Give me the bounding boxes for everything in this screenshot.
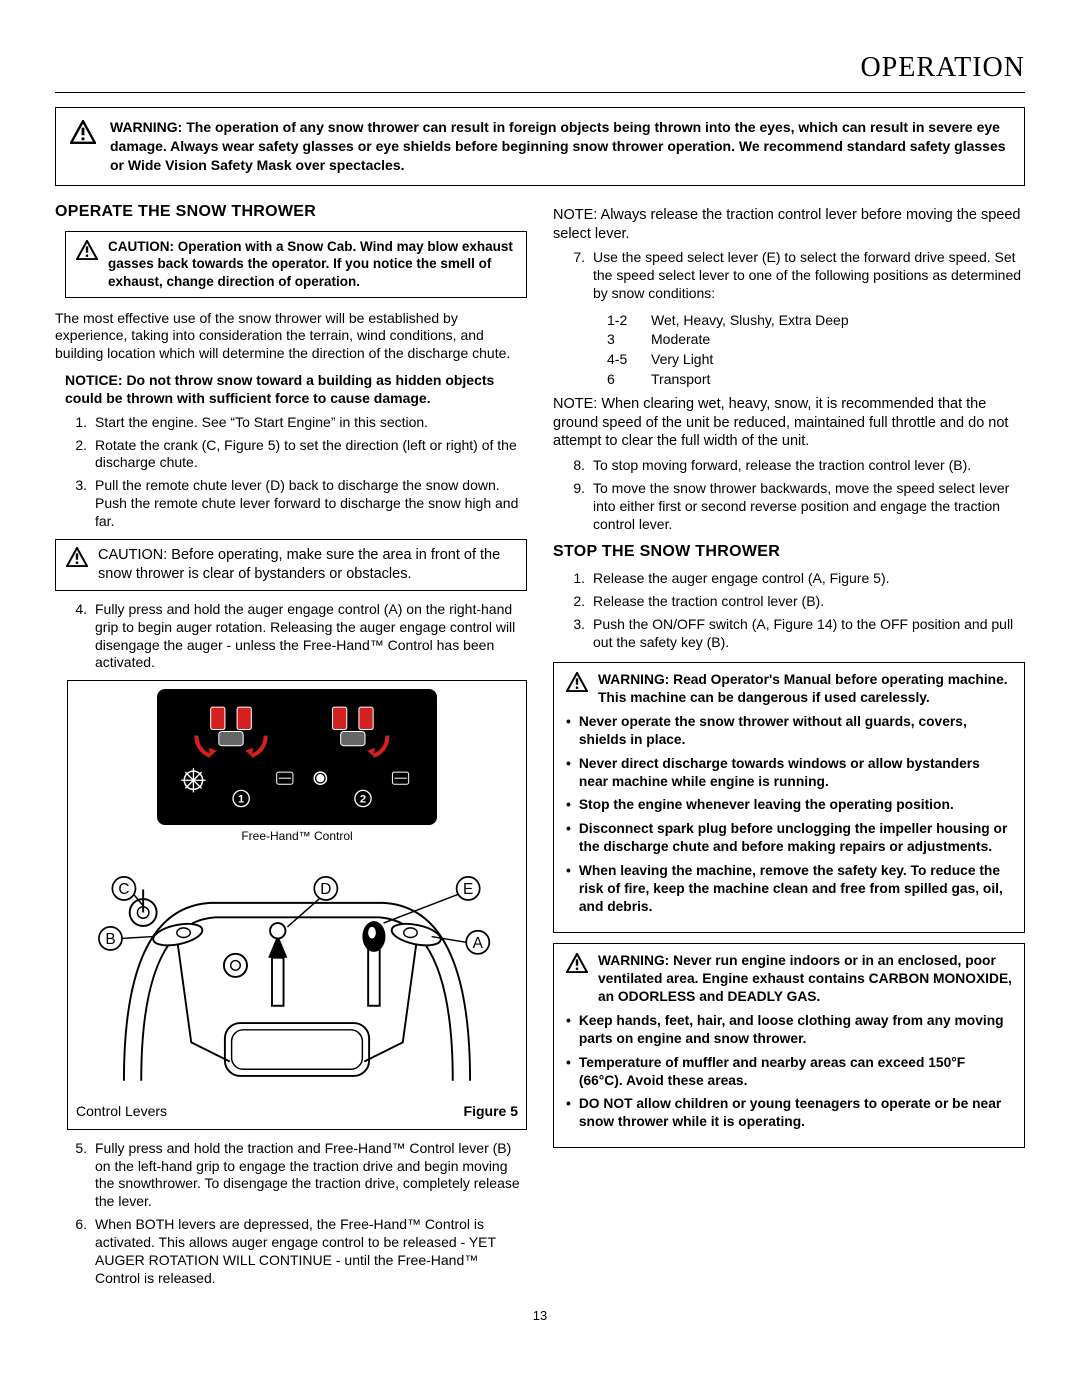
freehand-panel: 1 2	[157, 689, 437, 825]
step-6: When BOTH levers are depressed, the Free…	[95, 1216, 527, 1288]
svg-text:1: 1	[238, 794, 244, 806]
inline-caution-text: CAUTION: Before operating, make sure the…	[98, 546, 516, 584]
warning-icon	[566, 953, 588, 973]
top-warning-box: WARNING: The operation of any snow throw…	[55, 107, 1025, 186]
step-5: Fully press and hold the traction and Fr…	[95, 1140, 527, 1212]
stop-2: Release the traction control lever (B).	[593, 593, 824, 611]
figure-ref: Figure 5	[464, 1102, 518, 1120]
steps-8-9: 8.To stop moving forward, release the tr…	[553, 457, 1025, 534]
warn1-item: Never direct discharge towards windows o…	[579, 755, 1012, 791]
warn2-lead: WARNING: Never run engine indoors or in …	[598, 952, 1012, 1006]
warn2-item: Temperature of muffler and nearby areas …	[579, 1054, 1012, 1090]
warning-icon	[66, 547, 88, 567]
warn1-lead: WARNING: Read Operator's Manual before o…	[598, 671, 1012, 707]
svg-text:D: D	[320, 882, 331, 899]
svg-text:2: 2	[360, 794, 366, 806]
control-diagram: C B D E A	[76, 850, 518, 1100]
warn1-item: Disconnect spark plug before unclogging …	[579, 820, 1012, 856]
figure-5: 1 2 Free-Hand™ Control	[67, 680, 527, 1129]
caution-text: CAUTION: Operation with a Snow Cab. Wind…	[108, 238, 516, 291]
warn2-item: Keep hands, feet, hair, and loose clothi…	[579, 1012, 1012, 1048]
step-3: Pull the remote chute lever (D) back to …	[95, 477, 527, 531]
svg-text:C: C	[118, 882, 129, 899]
operate-heading: OPERATE THE SNOW THROWER	[55, 202, 527, 223]
right-column: NOTE: Always release the traction contro…	[553, 200, 1025, 1296]
step-2: Rotate the crank (C, Figure 5) to set th…	[95, 437, 527, 473]
stop-1: Release the auger engage control (A, Fig…	[593, 570, 890, 588]
warning-box-2: WARNING: Never run engine indoors or in …	[553, 943, 1025, 1148]
warn2-item: DO NOT allow children or young teenagers…	[579, 1095, 1012, 1131]
page-header: OPERATION	[55, 50, 1025, 93]
steps-5-6: 5.Fully press and hold the traction and …	[55, 1140, 527, 1288]
step-8: To stop moving forward, release the trac…	[593, 457, 971, 475]
step-4: 4.Fully press and hold the auger engage …	[55, 601, 527, 673]
warning-icon	[70, 120, 96, 144]
stop-heading: STOP THE SNOW THROWER	[553, 542, 1025, 563]
step-1: Start the engine. See “To Start Engine” …	[95, 414, 428, 432]
intro-para: The most effective use of the snow throw…	[55, 310, 527, 364]
page-number: 13	[55, 1308, 1025, 1325]
notice-para: NOTICE: Do not throw snow toward a build…	[65, 371, 527, 407]
svg-text:A: A	[473, 936, 484, 953]
note-speed: NOTE: When clearing wet, heavy, snow, it…	[553, 395, 1025, 451]
warning-box-1: WARNING: Read Operator's Manual before o…	[553, 662, 1025, 933]
inline-caution-box: CAUTION: Before operating, make sure the…	[55, 539, 527, 591]
left-column: OPERATE THE SNOW THROWER CAUTION: Operat…	[55, 200, 527, 1296]
warn1-item: Stop the engine whenever leaving the ope…	[579, 796, 954, 814]
top-warning-text: WARNING: The operation of any snow throw…	[110, 118, 1010, 175]
step-7: 7.Use the speed select lever (E) to sele…	[553, 249, 1025, 303]
stop-steps: 1.Release the auger engage control (A, F…	[553, 570, 1025, 652]
stop-3: Push the ON/OFF switch (A, Figure 14) to…	[593, 616, 1025, 652]
freehand-svg: 1 2	[165, 699, 429, 811]
caution-snowcab: CAUTION: Operation with a Snow Cab. Wind…	[65, 231, 527, 298]
steps-1-3: 1.Start the engine. See “To Start Engine…	[55, 414, 527, 531]
svg-text:E: E	[463, 882, 473, 899]
speed-table: 1-2Wet, Heavy, Slushy, Extra Deep 3Moder…	[607, 311, 1025, 389]
step-4-text: Fully press and hold the auger engage co…	[95, 601, 527, 673]
step-7-text: Use the speed select lever (E) to select…	[593, 249, 1025, 303]
freehand-label: Free-Hand™ Control	[76, 829, 518, 845]
warn1-item: When leaving the machine, remove the saf…	[579, 862, 1012, 916]
svg-text:B: B	[105, 932, 115, 949]
note-top: NOTE: Always release the traction contro…	[553, 206, 1025, 243]
step-9: To move the snow thrower backwards, move…	[593, 480, 1025, 534]
warn1-item: Never operate the snow thrower without a…	[579, 713, 1012, 749]
figure-caption: Control Levers	[76, 1102, 167, 1120]
warning-icon	[566, 672, 588, 692]
warning-icon	[76, 240, 98, 260]
